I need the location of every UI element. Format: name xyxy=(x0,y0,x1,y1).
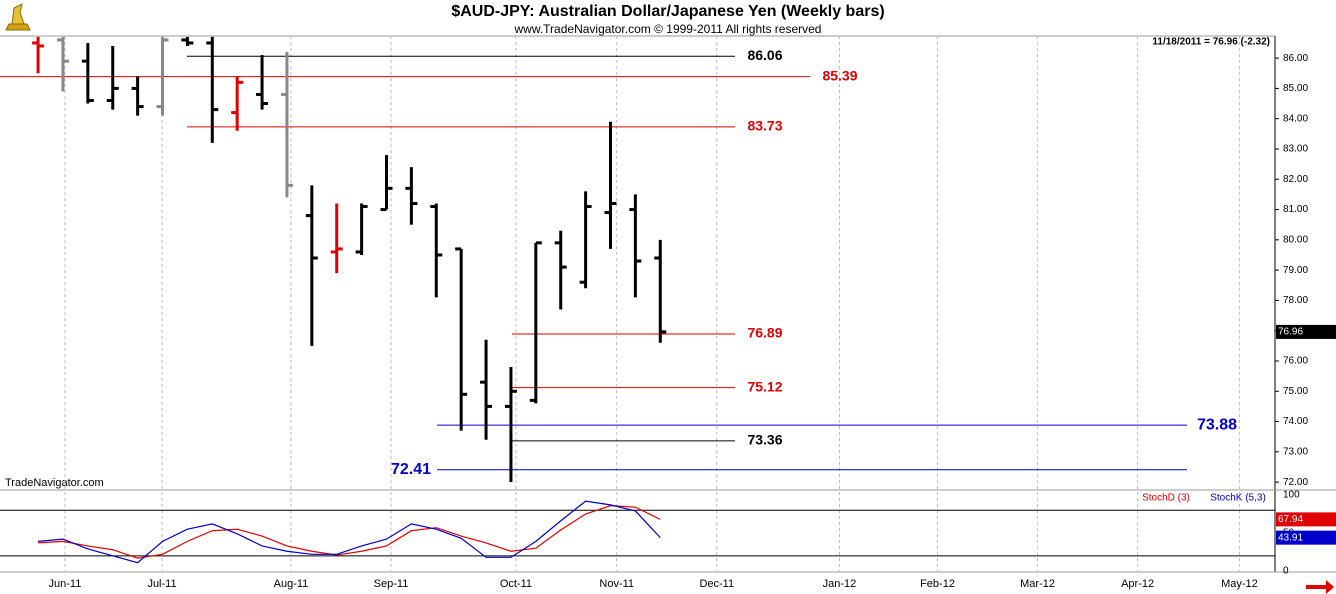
y-tick-label: 72.00 xyxy=(1283,477,1308,488)
x-tick-label: Nov-11 xyxy=(599,578,634,590)
level-label: 85.39 xyxy=(822,67,857,83)
x-tick-label: Jul-11 xyxy=(147,578,176,590)
indicator-line xyxy=(38,505,661,559)
x-tick-label: Apr-12 xyxy=(1121,578,1154,590)
last-value-box xyxy=(1276,512,1336,527)
level-label: 86.06 xyxy=(747,47,782,63)
level-label: 73.88 xyxy=(1197,416,1237,433)
y-tick-label: 76.00 xyxy=(1283,356,1308,367)
indicator-line xyxy=(38,500,661,564)
x-tick-label: Mar-12 xyxy=(1020,578,1055,590)
scroll-arrow[interactable] xyxy=(1306,580,1334,594)
level-label: 73.36 xyxy=(747,432,782,448)
y-tick-label: 0 xyxy=(1283,566,1289,577)
level-label: 75.12 xyxy=(747,378,782,394)
y-tick-label: 86.00 xyxy=(1283,53,1308,64)
logo xyxy=(5,3,31,31)
x-tick-label: Jun-11 xyxy=(49,578,82,590)
y-tick-label: 100 xyxy=(1283,490,1300,501)
y-tick-label: 79.00 xyxy=(1283,265,1308,276)
level-label: 72.41 xyxy=(391,461,431,478)
y-tick-label: 80.00 xyxy=(1283,234,1308,245)
y-tick-label: 85.00 xyxy=(1283,83,1308,94)
x-tick-label: Dec-11 xyxy=(699,578,734,590)
legend-label: StochD (3) xyxy=(1142,493,1190,504)
last-value-label: 43.91 xyxy=(1278,532,1303,543)
level-label: 76.89 xyxy=(747,325,782,341)
last-price-box xyxy=(1276,324,1336,339)
level-label: 83.73 xyxy=(747,118,782,134)
chart-subtitle: www.TradeNavigator.com © 1999-2011 All r… xyxy=(514,22,822,36)
x-tick-label: Oct-11 xyxy=(500,578,532,590)
legend-label: StochK (5,3) xyxy=(1210,493,1266,504)
last-value-box xyxy=(1276,530,1336,545)
last-price-label: 76.96 xyxy=(1278,327,1303,338)
y-tick-label: 84.00 xyxy=(1283,113,1308,124)
chart-title: $AUD-JPY: Australian Dollar/Japanese Yen… xyxy=(451,3,884,20)
y-tick-label: 83.00 xyxy=(1283,144,1308,155)
x-tick-label: Sep-11 xyxy=(374,578,409,590)
y-tick-label: 74.00 xyxy=(1283,416,1308,427)
x-tick-label: Feb-12 xyxy=(920,578,955,590)
y-tick-label: 82.00 xyxy=(1283,174,1308,185)
watermark: TradeNavigator.com xyxy=(5,477,104,489)
y-tick-label: 75.00 xyxy=(1283,386,1308,397)
x-tick-label: Aug-11 xyxy=(274,578,309,590)
x-tick-label: May-12 xyxy=(1221,578,1258,590)
last-quote: 11/18/2011 = 76.96 (-2.32) xyxy=(1152,37,1270,48)
last-value-label: 67.94 xyxy=(1278,514,1303,525)
y-tick-label: 73.00 xyxy=(1283,446,1308,457)
y-tick-label: 78.00 xyxy=(1283,295,1308,306)
y-tick-label: 81.00 xyxy=(1283,204,1308,215)
x-tick-label: Jan-12 xyxy=(823,578,857,590)
